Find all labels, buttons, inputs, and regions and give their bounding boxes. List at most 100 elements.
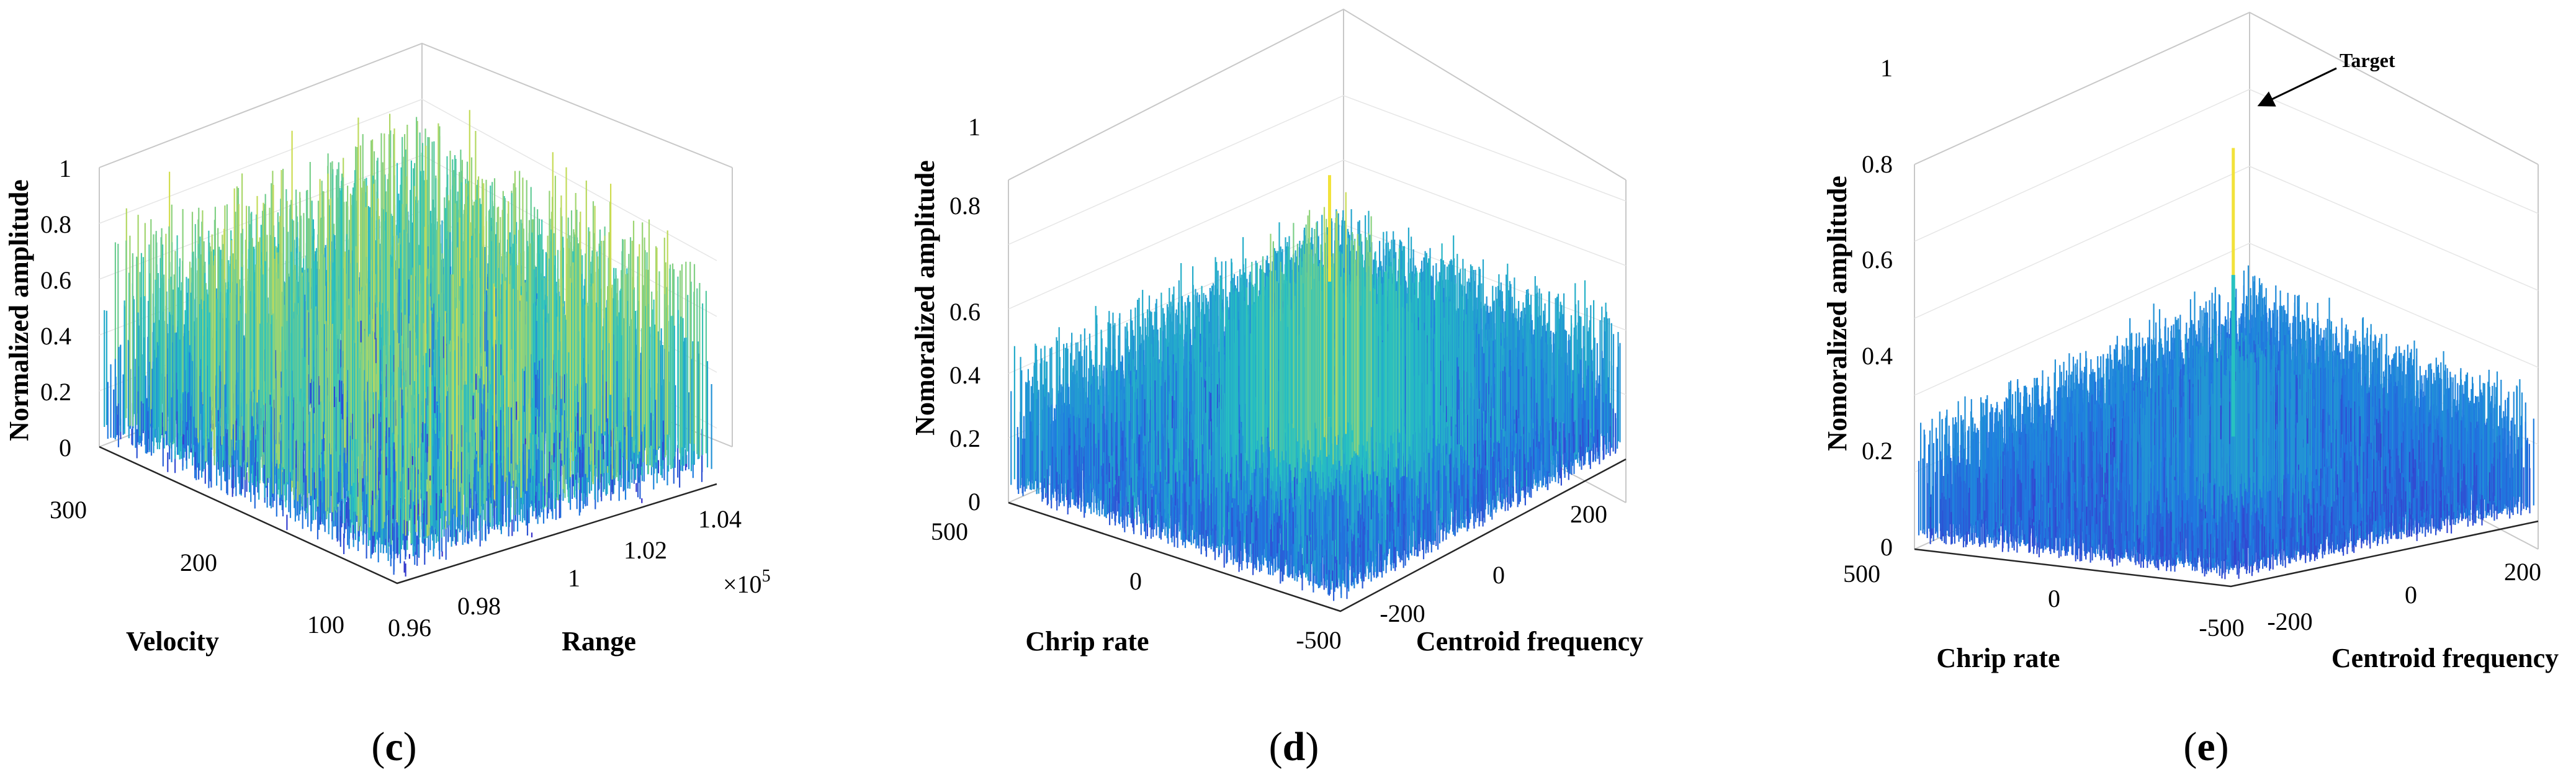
panel-d-caption: (d) [1269, 724, 1319, 769]
panel-c-surface [104, 110, 712, 577]
z-tick-label: 0 [59, 434, 71, 462]
surface-strokes [403, 503, 420, 573]
x-tick-label: 500 [1843, 560, 1880, 588]
surface-strokes [397, 243, 531, 522]
panel-d-x-axis-label: Chrip rate [1025, 626, 1149, 657]
z-tick-label: 1 [968, 113, 981, 141]
z-tick-label: 0.6 [40, 266, 71, 294]
surface-strokes [403, 302, 601, 520]
z-tick-label: 0.2 [949, 424, 981, 452]
x-tick-label: 0 [2048, 585, 2060, 612]
surface-strokes [520, 181, 587, 498]
surface-strokes [2029, 525, 2237, 565]
surface-strokes [2138, 418, 2474, 565]
panel-e-annotation: Target [2257, 49, 2395, 107]
surface-strokes [1170, 366, 1614, 555]
z-tick-label: 0.2 [1862, 437, 1893, 465]
surface-strokes [1388, 266, 1392, 448]
surface-strokes [290, 302, 598, 487]
surface-strokes [2241, 333, 2269, 490]
z-tick-label: 0.8 [40, 210, 71, 238]
panel-c-z-ticks: 0 0.2 0.4 0.6 0.8 1 [40, 155, 71, 462]
panel-d-y-axis-label: Centroid frequency [1416, 626, 1643, 657]
panel-d: 0 0.2 0.4 0.6 0.8 1 Nomoralized amplitud… [910, 8, 1643, 769]
panel-d-x-ticks: 500 0 -500 [931, 518, 1342, 654]
z-tick-label: 0.2 [40, 378, 71, 406]
panel-d-y-ticks: -200 0 200 [1380, 500, 1607, 627]
surface-strokes [411, 456, 637, 492]
surface-strokes [1332, 216, 1372, 465]
surface-strokes [350, 235, 626, 428]
surface-strokes [390, 194, 591, 526]
surface-strokes [1314, 467, 1406, 550]
surface-strokes [1376, 271, 1381, 477]
x-tick-label: 300 [50, 496, 87, 524]
surface-strokes [404, 231, 498, 496]
y-tick-label: 1.02 [624, 536, 667, 564]
y-tick-label: -200 [1380, 599, 1425, 627]
surface-strokes [294, 282, 529, 465]
y-tick-label: 1.04 [698, 505, 742, 533]
z-tick-label: 0.8 [949, 192, 981, 220]
surface-strokes [369, 258, 478, 532]
panel-e-y-axis-label: Centroid frequency [2331, 643, 2559, 673]
surface-strokes [332, 212, 622, 478]
surface-strokes [1084, 378, 1558, 551]
y-exponent: ×105 [723, 567, 771, 598]
panel-c-x-axis-label: Velocity [126, 626, 219, 657]
x-tick-label: 0 [1129, 567, 1142, 595]
y-tick-label: -200 [2267, 607, 2312, 635]
panel-e-z-ticks: 0 0.2 0.4 0.6 0.8 1 [1862, 54, 1893, 561]
gridline [1914, 89, 2539, 242]
panel-d-z-axis-label: Nomoralized amplitude [910, 160, 940, 436]
z-tick-label: 0 [1880, 533, 1893, 561]
surface-strokes [2184, 335, 2306, 506]
surface-strokes [516, 401, 664, 460]
surface-strokes [345, 313, 376, 529]
panel-c: 0 0.2 0.4 0.6 0.8 1 Normalized amplitude… [4, 42, 771, 769]
surface-strokes [483, 384, 657, 527]
y-tick-label: 0.96 [388, 614, 431, 642]
surface-strokes [562, 279, 616, 467]
y-tick-label: 200 [2504, 558, 2541, 586]
surface-strokes [372, 414, 394, 519]
x-tick-label: 500 [931, 518, 968, 545]
panel-e-z-axis-label: Nomoralized amplitude [1822, 176, 1852, 451]
surface-strokes [2067, 359, 2411, 557]
z-tick-label: 0.4 [40, 322, 71, 350]
target-annotation: Target [2340, 49, 2395, 71]
panel-e-caption: (e) [2183, 724, 2228, 769]
z-tick-label: 0.4 [1862, 342, 1893, 370]
surface-strokes [239, 289, 634, 466]
x-tick-label: -500 [2199, 614, 2244, 642]
surface-strokes [1347, 238, 1400, 433]
panel-d-z-ticks: 0 0.2 0.4 0.6 0.8 1 [949, 113, 981, 516]
panel-e-y-ticks: -200 0 200 [2267, 558, 2541, 635]
surface-strokes [444, 265, 518, 511]
surface-strokes [209, 191, 560, 456]
gridline [1914, 166, 2539, 319]
panel-e-x-ticks: 500 0 -500 [1843, 560, 2245, 642]
surface-strokes [2227, 354, 2253, 496]
surface-strokes [2096, 416, 2463, 562]
z-tick-label: 0 [968, 488, 981, 516]
surface-strokes [1319, 263, 1334, 444]
panel-d-surface [1010, 175, 1621, 601]
surface-strokes [1289, 267, 1303, 464]
surface-strokes [1467, 417, 1554, 528]
x-tick-label: -500 [1296, 626, 1341, 654]
x-tick-label: 100 [307, 611, 344, 639]
surface-strokes [1433, 360, 1582, 494]
surface-strokes [2081, 420, 2418, 524]
panel-c-caption: (c) [371, 724, 416, 769]
surface-strokes [472, 395, 604, 519]
z-tick-label: 0.4 [949, 361, 981, 389]
surface-strokes [2155, 357, 2469, 506]
surface-strokes [1193, 317, 1521, 462]
gridline [99, 99, 717, 261]
z-tick-label: 1 [1880, 54, 1893, 82]
gridline [1914, 243, 2539, 396]
surface-strokes [375, 413, 380, 500]
surface-strokes [393, 442, 599, 491]
